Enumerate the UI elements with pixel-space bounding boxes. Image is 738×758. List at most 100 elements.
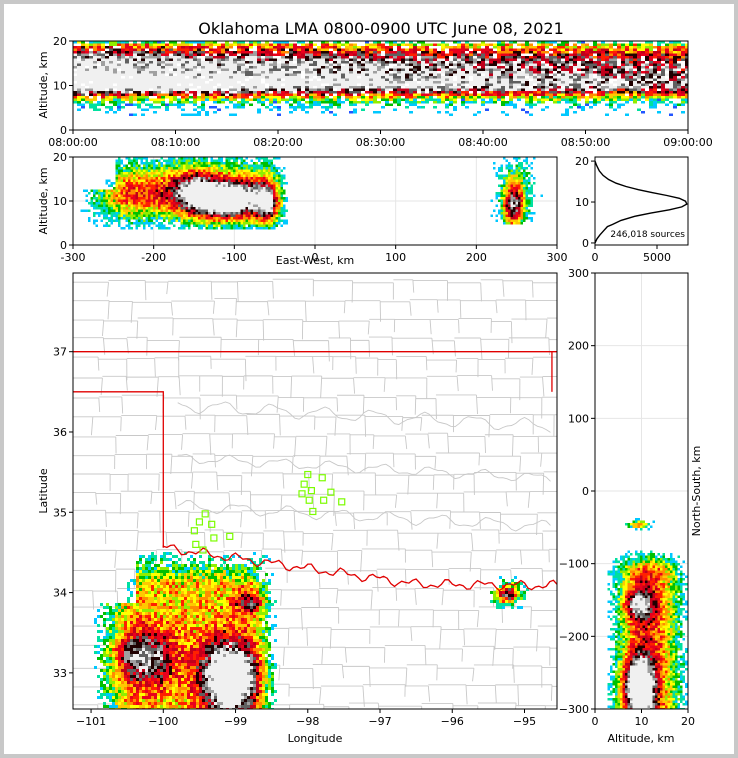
density-cell (353, 43, 357, 46)
density-cell (160, 199, 163, 202)
density-cell (493, 78, 497, 81)
density-cell (205, 199, 208, 202)
density-cell (573, 81, 577, 84)
density-cell (601, 63, 605, 66)
density-cell (385, 86, 389, 89)
density-cell (155, 164, 158, 167)
density-cell (489, 66, 493, 69)
density-cell (313, 66, 317, 69)
density-cell (198, 214, 201, 217)
density-cell (669, 51, 673, 54)
density-cell (193, 194, 196, 197)
density-cell (417, 63, 421, 66)
density-cell (130, 204, 133, 207)
density-cell (103, 212, 106, 215)
density-cell (155, 159, 158, 162)
density-cell (193, 68, 197, 71)
density-cell (541, 51, 545, 54)
density-cell (205, 177, 208, 180)
density-cell (125, 81, 129, 84)
density-cell (361, 86, 365, 89)
density-cell (541, 63, 545, 66)
density-cell (185, 202, 188, 205)
density-cell (177, 71, 181, 74)
density-cell (215, 159, 218, 162)
density-cell (661, 63, 665, 66)
density-cell (317, 83, 321, 86)
density-cell (163, 202, 166, 205)
density-cell (200, 199, 203, 202)
density-cell (265, 91, 269, 94)
density-cell (178, 187, 181, 190)
density-cell (181, 101, 185, 104)
density-cell (197, 81, 201, 84)
density-cell (249, 71, 253, 74)
density-cell (225, 167, 228, 170)
density-cell (213, 76, 217, 79)
density-cell (93, 103, 97, 106)
density-cell (665, 51, 669, 54)
density-cell (121, 78, 125, 81)
density-cell (433, 68, 437, 71)
density-cell (349, 63, 353, 66)
density-cell (177, 98, 181, 101)
density-cell (123, 214, 126, 217)
density-cell (485, 86, 489, 89)
density-cell (97, 46, 101, 49)
density-cell (257, 58, 261, 61)
density-cell (277, 81, 281, 84)
density-cell (489, 86, 493, 89)
density-cell (373, 48, 377, 51)
density-cell (203, 209, 206, 212)
density-cell (190, 172, 193, 175)
altitude-tick-label: 10 (53, 80, 67, 93)
density-cell (405, 78, 409, 81)
density-cell (477, 71, 481, 74)
density-cell (253, 61, 257, 64)
density-cell (461, 43, 465, 46)
density-cell (561, 71, 565, 74)
density-cell (297, 73, 301, 76)
density-cell (210, 204, 213, 207)
density-cell (661, 66, 665, 69)
density-cell (108, 224, 111, 227)
density-cell (175, 202, 178, 205)
density-cell (85, 88, 89, 91)
density-cell (621, 103, 625, 106)
density-cell (401, 93, 405, 96)
density-cell (433, 98, 437, 101)
density-cell (241, 86, 245, 89)
density-cell (195, 209, 198, 212)
density-cell (601, 81, 605, 84)
density-cell (138, 157, 141, 160)
density-cell (141, 71, 145, 74)
density-cell (333, 113, 337, 116)
density-cell (265, 93, 269, 96)
density-cell (261, 73, 265, 76)
density-cell (138, 192, 141, 195)
density-cell (289, 103, 293, 106)
density-cell (377, 58, 381, 61)
density-cell (289, 48, 293, 51)
density-cell (128, 212, 131, 215)
density-cell (565, 78, 569, 81)
density-cell (509, 51, 513, 54)
density-cell (497, 93, 501, 96)
density-cell (285, 93, 289, 96)
density-cell (453, 98, 457, 101)
density-cell (505, 66, 509, 69)
density-cell (153, 43, 157, 46)
density-cell (445, 111, 449, 114)
density-cell (329, 53, 333, 56)
density-cell (77, 63, 81, 66)
density-cell (89, 58, 93, 61)
density-cell (545, 91, 549, 94)
density-cell (385, 46, 389, 49)
density-cell (413, 46, 417, 49)
density-cell (170, 184, 173, 187)
density-cell (169, 98, 173, 101)
density-cell (113, 58, 117, 61)
density-cell (168, 182, 171, 185)
density-cell (215, 184, 218, 187)
density-cell (529, 93, 533, 96)
